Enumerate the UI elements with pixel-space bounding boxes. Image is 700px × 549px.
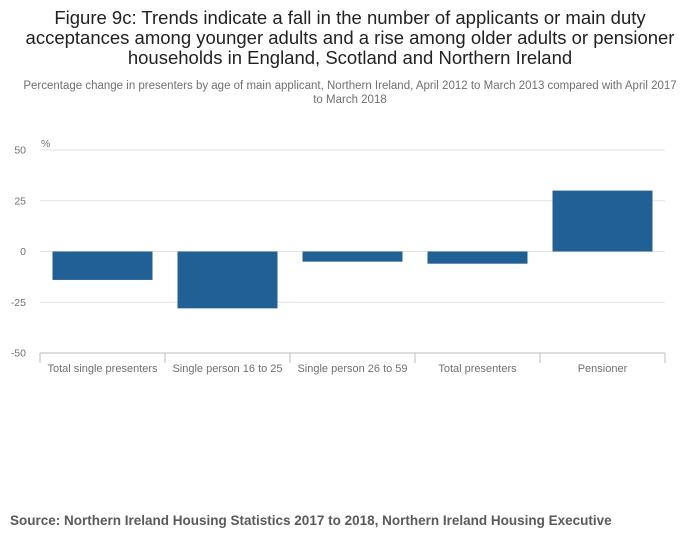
bar xyxy=(552,190,653,252)
chart-subtitle: Percentage change in presenters by age o… xyxy=(23,80,677,106)
x-tick-label: Total single presenters xyxy=(47,363,158,375)
y-axis-unit-label: % xyxy=(41,138,50,150)
bar xyxy=(177,251,278,309)
y-tick-label: 0 xyxy=(20,246,26,258)
bar xyxy=(52,251,153,280)
x-tick-label: Total presenters xyxy=(438,363,517,375)
bar xyxy=(302,251,403,262)
bar xyxy=(427,251,528,264)
x-tick-label: Single person 16 to 25 xyxy=(172,363,282,375)
chart-title: Figure 9c: Trends indicate a fall in the… xyxy=(25,7,675,68)
y-tick-label: 25 xyxy=(14,195,26,207)
y-tick-label: 50 xyxy=(14,145,26,157)
y-tick-label: -25 xyxy=(11,297,26,309)
x-tick-label: Pensioner xyxy=(578,363,628,375)
y-tick-label: -50 xyxy=(11,348,26,360)
x-tick-label: Single person 26 to 59 xyxy=(297,363,407,375)
source-note: Source: Northern Ireland Housing Statist… xyxy=(10,513,612,528)
